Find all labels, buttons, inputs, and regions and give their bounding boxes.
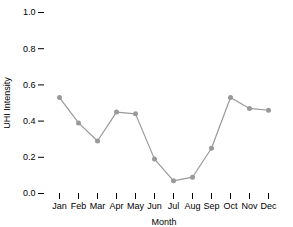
svg-text:0.2: 0.2 bbox=[23, 152, 36, 162]
svg-text:Sep: Sep bbox=[203, 201, 219, 211]
svg-text:Jun: Jun bbox=[147, 201, 162, 211]
svg-text:Feb: Feb bbox=[71, 201, 87, 211]
svg-text:1.0: 1.0 bbox=[23, 7, 36, 17]
svg-text:Dec: Dec bbox=[260, 201, 277, 211]
svg-text:0.8: 0.8 bbox=[23, 44, 36, 54]
svg-text:Aug: Aug bbox=[184, 201, 200, 211]
svg-text:May: May bbox=[127, 201, 145, 211]
svg-text:0.0: 0.0 bbox=[23, 188, 36, 198]
svg-text:Oct: Oct bbox=[223, 201, 238, 211]
svg-text:Jul: Jul bbox=[168, 201, 180, 211]
svg-text:Mar: Mar bbox=[90, 201, 106, 211]
svg-text:Month: Month bbox=[151, 217, 176, 227]
svg-text:UHI Intensity: UHI Intensity bbox=[2, 77, 12, 129]
svg-text:Apr: Apr bbox=[109, 201, 123, 211]
svg-text:0.4: 0.4 bbox=[23, 116, 36, 126]
svg-text:0.6: 0.6 bbox=[23, 80, 36, 90]
svg-text:Nov: Nov bbox=[241, 201, 258, 211]
svg-text:Jan: Jan bbox=[52, 201, 67, 211]
